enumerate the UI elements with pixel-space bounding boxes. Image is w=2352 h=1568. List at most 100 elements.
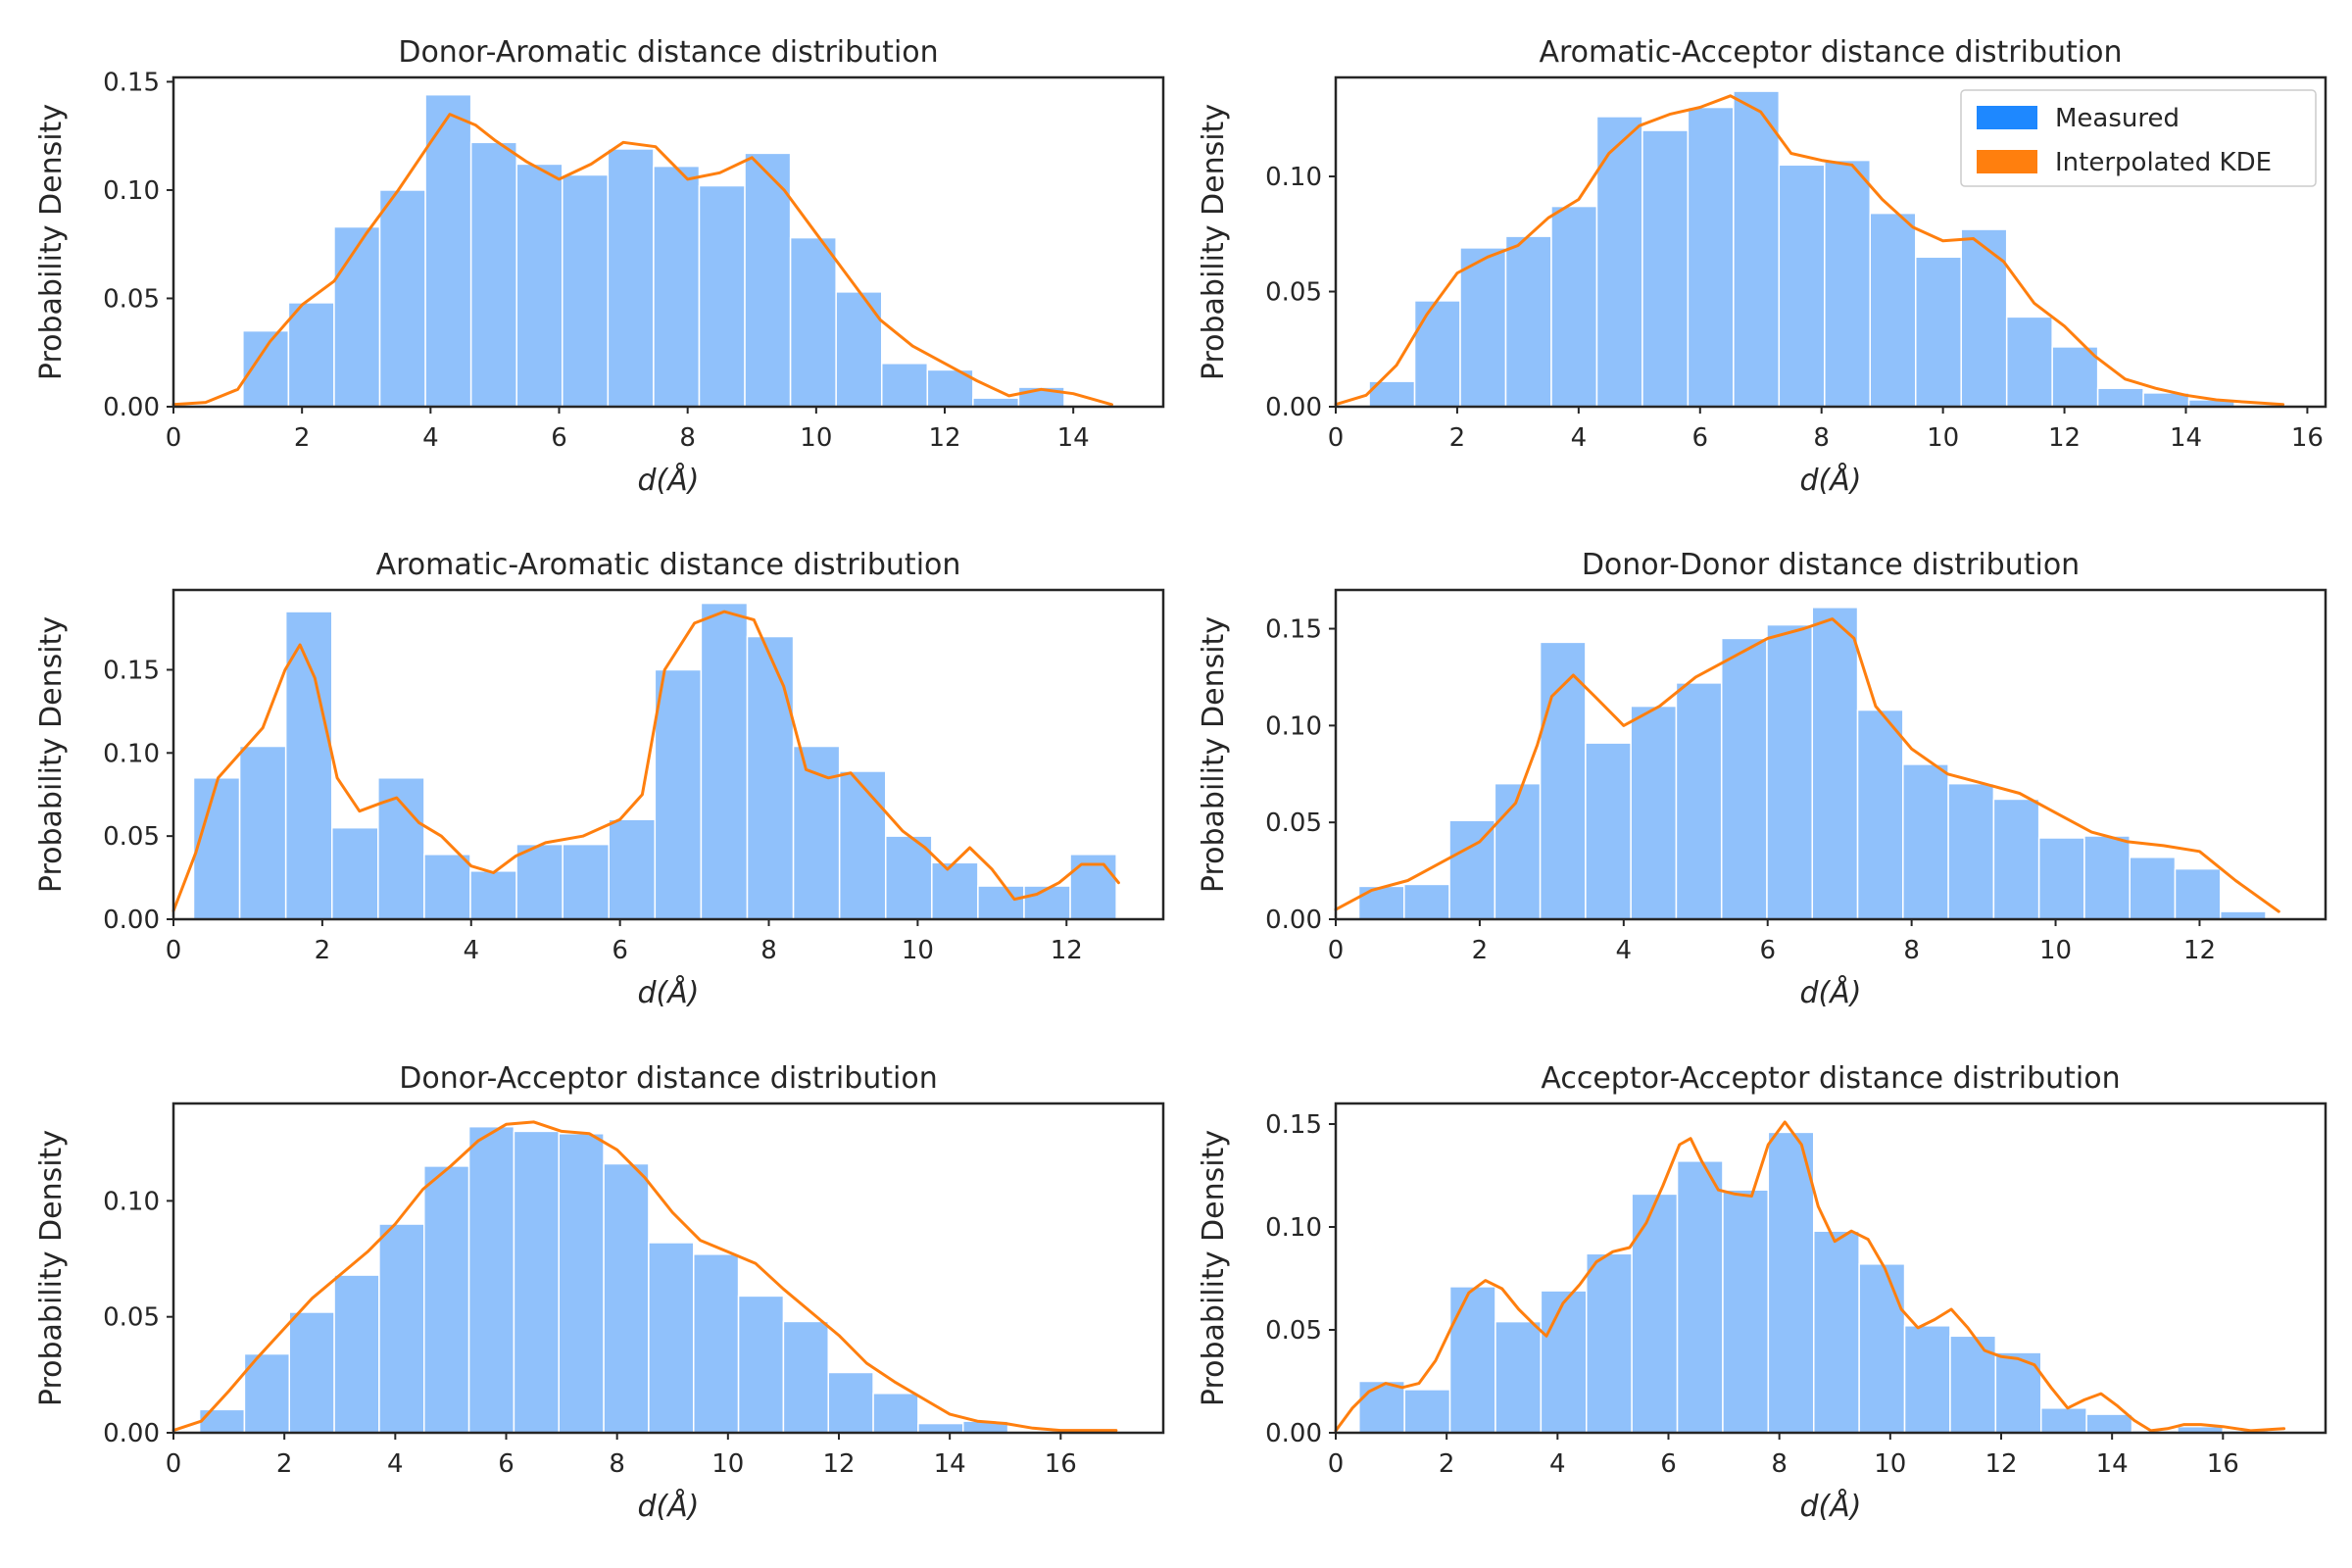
y-axis-label: Probability Density: [1197, 1130, 1231, 1406]
x-axis-label: d(Å): [638, 463, 700, 498]
x-tick-label: 6: [1692, 423, 1709, 453]
kde-line: [172, 1120, 1118, 1433]
x-tick-label: 14: [2096, 1449, 2129, 1479]
histogram-bar: [1539, 641, 1587, 920]
histogram-bar: [744, 152, 792, 408]
x-axis-label: d(Å): [1800, 1489, 1862, 1524]
y-axis-label: Probability Density: [34, 616, 69, 893]
histogram-bar: [1949, 1335, 1997, 1434]
histogram-bar: [1856, 709, 1904, 920]
legend: Measured Interpolated KDE: [1960, 89, 2317, 187]
histogram-bar: [653, 165, 701, 408]
x-axis-label: d(Å): [638, 975, 700, 1010]
x-tick-label: 14: [1057, 423, 1090, 453]
histogram-bar: [1448, 1286, 1496, 1434]
y-tick-label: 0.05: [103, 284, 160, 314]
x-tick-label: 10: [711, 1449, 744, 1479]
x-tick-label: 16: [2291, 423, 2324, 453]
histogram-bar: [1914, 256, 1962, 408]
chart-panel-4: 0 2 4 6 8 10 12 0.00 0.05 0.10 0.15 Donor-Donor dis…: [1197, 548, 2328, 1010]
histogram-bar: [1720, 637, 1768, 920]
y-axis-label: Probability Density: [1197, 104, 1231, 380]
histogram-bar: [698, 184, 746, 408]
x-tick-label: 12: [2183, 936, 2216, 965]
x-tick-label: 4: [463, 936, 479, 965]
histogram-bar: [423, 854, 471, 920]
histogram-bar: [648, 1242, 695, 1434]
histogram-bar: [2037, 837, 2085, 920]
x-tick-label: 0: [166, 423, 182, 453]
chart-title: Acceptor-Acceptor distance distribution: [1541, 1061, 2120, 1096]
histogram-bar: [654, 668, 703, 920]
histogram-bar: [977, 885, 1025, 920]
histogram-bar: [1778, 164, 1826, 408]
axes-frame: [1334, 1102, 2328, 1435]
x-tick-label: 12: [1984, 1449, 2017, 1479]
axes-frame: [1334, 75, 2328, 409]
y-tick-label: 0.15: [1265, 615, 1322, 645]
x-tick-label: 10: [902, 936, 934, 965]
histogram-bar: [1448, 819, 1496, 920]
x-tick-label: 8: [609, 1449, 625, 1479]
histogram-bar: [424, 93, 472, 408]
legend-swatch: [1977, 150, 2037, 173]
chart-title: Aromatic-Aromatic distance distribution: [376, 548, 961, 582]
x-tick-label: 8: [1813, 423, 1830, 453]
histogram-bar: [288, 1311, 335, 1434]
x-tick-label: 12: [822, 1449, 855, 1479]
axes-frame: [172, 588, 1165, 921]
y-tick-label: 0.15: [103, 656, 160, 685]
x-axis-label: d(Å): [1800, 975, 1862, 1010]
legend-label: Interpolated KDE: [2055, 148, 2272, 177]
histogram-bar: [1676, 1160, 1724, 1434]
axes-frame: [172, 75, 1165, 409]
histogram-bar: [1631, 1193, 1679, 1434]
y-tick-label: 0.05: [103, 1303, 160, 1333]
chart-panel-5: 0 2 4 6 8 10 12 14 16 0.00 0.05 0.10 Donor-Acceptor …: [34, 1061, 1165, 1524]
histogram-bar: [2085, 1413, 2133, 1434]
chart-panel-1: 0 2 4 6 8 10 12 14 0.00 0.05 0.10 0.15 Donor-Aromati…: [34, 35, 1165, 498]
histogram-bar: [331, 826, 379, 920]
histogram-bar: [737, 1295, 785, 1434]
x-tick-label: 6: [1660, 1449, 1677, 1479]
histogram-bar: [378, 189, 426, 408]
histogram-bar: [1811, 607, 1859, 920]
y-tick-label: 0.05: [1265, 278, 1322, 308]
x-tick-label: 4: [422, 423, 439, 453]
histogram-bar: [423, 1165, 470, 1434]
chart-panel-6: 0 2 4 6 8 10 12 14 16 0.00 0.05 0.10 0.15 Acceptor-Ac…: [1197, 1061, 2328, 1524]
legend-label: Measured: [2055, 104, 2180, 133]
x-tick-label: 8: [760, 936, 777, 965]
x-tick-label: 2: [294, 423, 311, 453]
histogram-bar: [1459, 247, 1507, 408]
histogram-bar: [469, 141, 517, 408]
histogram-bar: [2039, 1407, 2087, 1434]
histogram-bar: [2051, 346, 2099, 408]
y-tick-label: 0.00: [1265, 393, 1322, 422]
histogram-bar: [467, 1125, 515, 1434]
histogram-bar: [1642, 129, 1690, 408]
histogram-bar: [789, 236, 837, 408]
x-tick-label: 4: [1616, 936, 1633, 965]
x-tick-label: 16: [1045, 1449, 1077, 1479]
histogram-bar: [2129, 857, 2177, 920]
kde-line: [1334, 1120, 2286, 1433]
y-tick-label: 0.10: [103, 176, 160, 206]
x-tick-label: 8: [1771, 1449, 1788, 1479]
x-tick-label: 8: [679, 423, 696, 453]
x-axis-label: d(Å): [1800, 463, 1862, 498]
x-tick-label: 4: [1571, 423, 1588, 453]
histogram-bar: [515, 843, 564, 920]
chart-panel-2: 0 2 4 6 8 10 12 14 16 0.00 0.05 0.10 Aromatic-Accept…: [1197, 35, 2328, 498]
histogram-bar: [333, 225, 381, 408]
histogram-bar: [378, 1223, 425, 1434]
x-axis-label: d(Å): [638, 1489, 700, 1524]
x-tick-label: 0: [1328, 423, 1345, 453]
y-axis-label: Probability Density: [34, 104, 69, 380]
y-tick-label: 0.00: [103, 1419, 160, 1448]
x-tick-label: 0: [166, 936, 182, 965]
y-tick-label: 0.10: [1265, 1213, 1322, 1243]
x-tick-label: 4: [387, 1449, 404, 1479]
histogram-bar: [1585, 742, 1632, 920]
histogram-bar: [835, 291, 883, 408]
